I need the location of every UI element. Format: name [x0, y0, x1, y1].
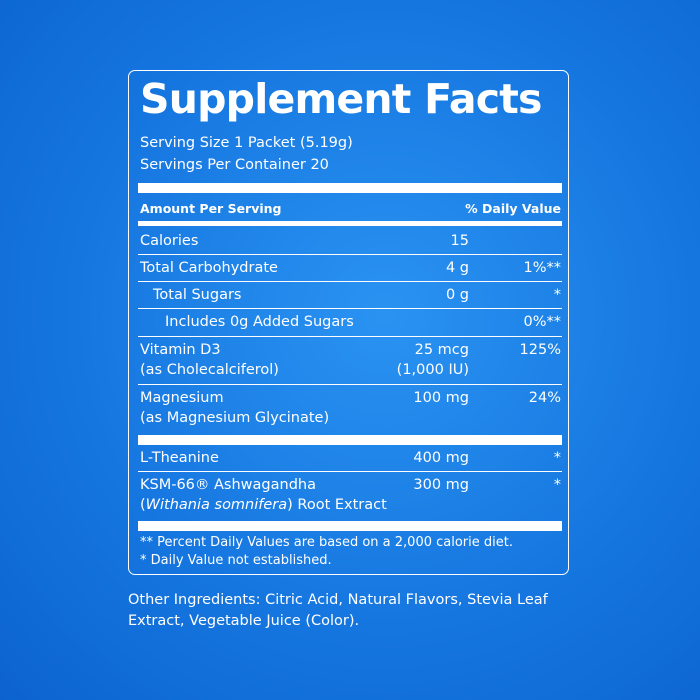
row-vitamin-d3-amount-iu: (1,000 IU): [396, 362, 469, 378]
medium-divider: [138, 221, 562, 226]
row-magnesium-sub: (as Magnesium Glycinate): [140, 410, 330, 426]
servings-per-container: Servings Per Container 20: [140, 157, 329, 173]
row-vitamin-d3-name: Vitamin D3: [140, 342, 221, 358]
row-total-carbohydrate-name: Total Carbohydrate: [140, 260, 278, 276]
row-vitamin-d3-sub: (as Cholecalciferol): [140, 362, 279, 378]
row-ashwagandha-amount: 300 mg: [413, 477, 469, 493]
row-total-carbohydrate-dv: 1%**: [523, 260, 561, 276]
panel-title: Supplement Facts: [140, 75, 542, 123]
row-magnesium-dv: 24%: [528, 390, 561, 406]
footnote-not-established: * Daily Value not established.: [140, 553, 332, 568]
divider: [138, 471, 562, 472]
row-vitamin-d3-amount: 25 mcg: [414, 342, 469, 358]
thick-divider-bottom: [138, 521, 562, 531]
supplement-facts-panel: Supplement Facts Serving Size 1 Packet (…: [128, 70, 569, 575]
row-total-sugars-name: Total Sugars: [153, 287, 242, 303]
divider: [138, 254, 562, 255]
row-total-sugars-amount: 0 g: [445, 287, 469, 303]
row-magnesium-amount: 100 mg: [413, 390, 469, 406]
amount-per-serving-header: Amount Per Serving: [140, 201, 282, 216]
row-magnesium-name: Magnesium: [140, 390, 224, 406]
divider: [138, 281, 562, 282]
row-total-sugars-dv: *: [553, 287, 561, 303]
row-ashwagandha-dv: *: [553, 477, 561, 493]
row-calories-amount: 15: [450, 233, 469, 249]
thick-divider-middle: [138, 435, 562, 445]
row-added-sugars-name: Includes 0g Added Sugars: [165, 314, 354, 330]
serving-size: Serving Size 1 Packet (5.19g): [140, 135, 353, 151]
thick-divider-top: [138, 183, 562, 193]
divider: [138, 308, 562, 309]
divider: [138, 336, 562, 337]
row-l-theanine-amount: 400 mg: [413, 450, 469, 466]
row-calories-name: Calories: [140, 233, 199, 249]
row-vitamin-d3-dv: 125%: [519, 342, 561, 358]
row-l-theanine-dv: *: [553, 450, 561, 466]
row-total-carbohydrate-amount: 4 g: [445, 260, 469, 276]
footnote-daily-values: ** Percent Daily Values are based on a 2…: [140, 535, 513, 550]
row-l-theanine-name: L-Theanine: [140, 450, 219, 466]
daily-value-header: % Daily Value: [465, 201, 561, 216]
row-added-sugars-dv: 0%**: [523, 314, 561, 330]
row-ashwagandha-name: KSM-66® Ashwagandha: [140, 477, 316, 493]
divider: [138, 384, 562, 385]
row-ashwagandha-sub: (Withania somnifera) Root Extract: [140, 497, 387, 513]
other-ingredients: Other Ingredients: Citric Acid, Natural …: [128, 592, 548, 629]
